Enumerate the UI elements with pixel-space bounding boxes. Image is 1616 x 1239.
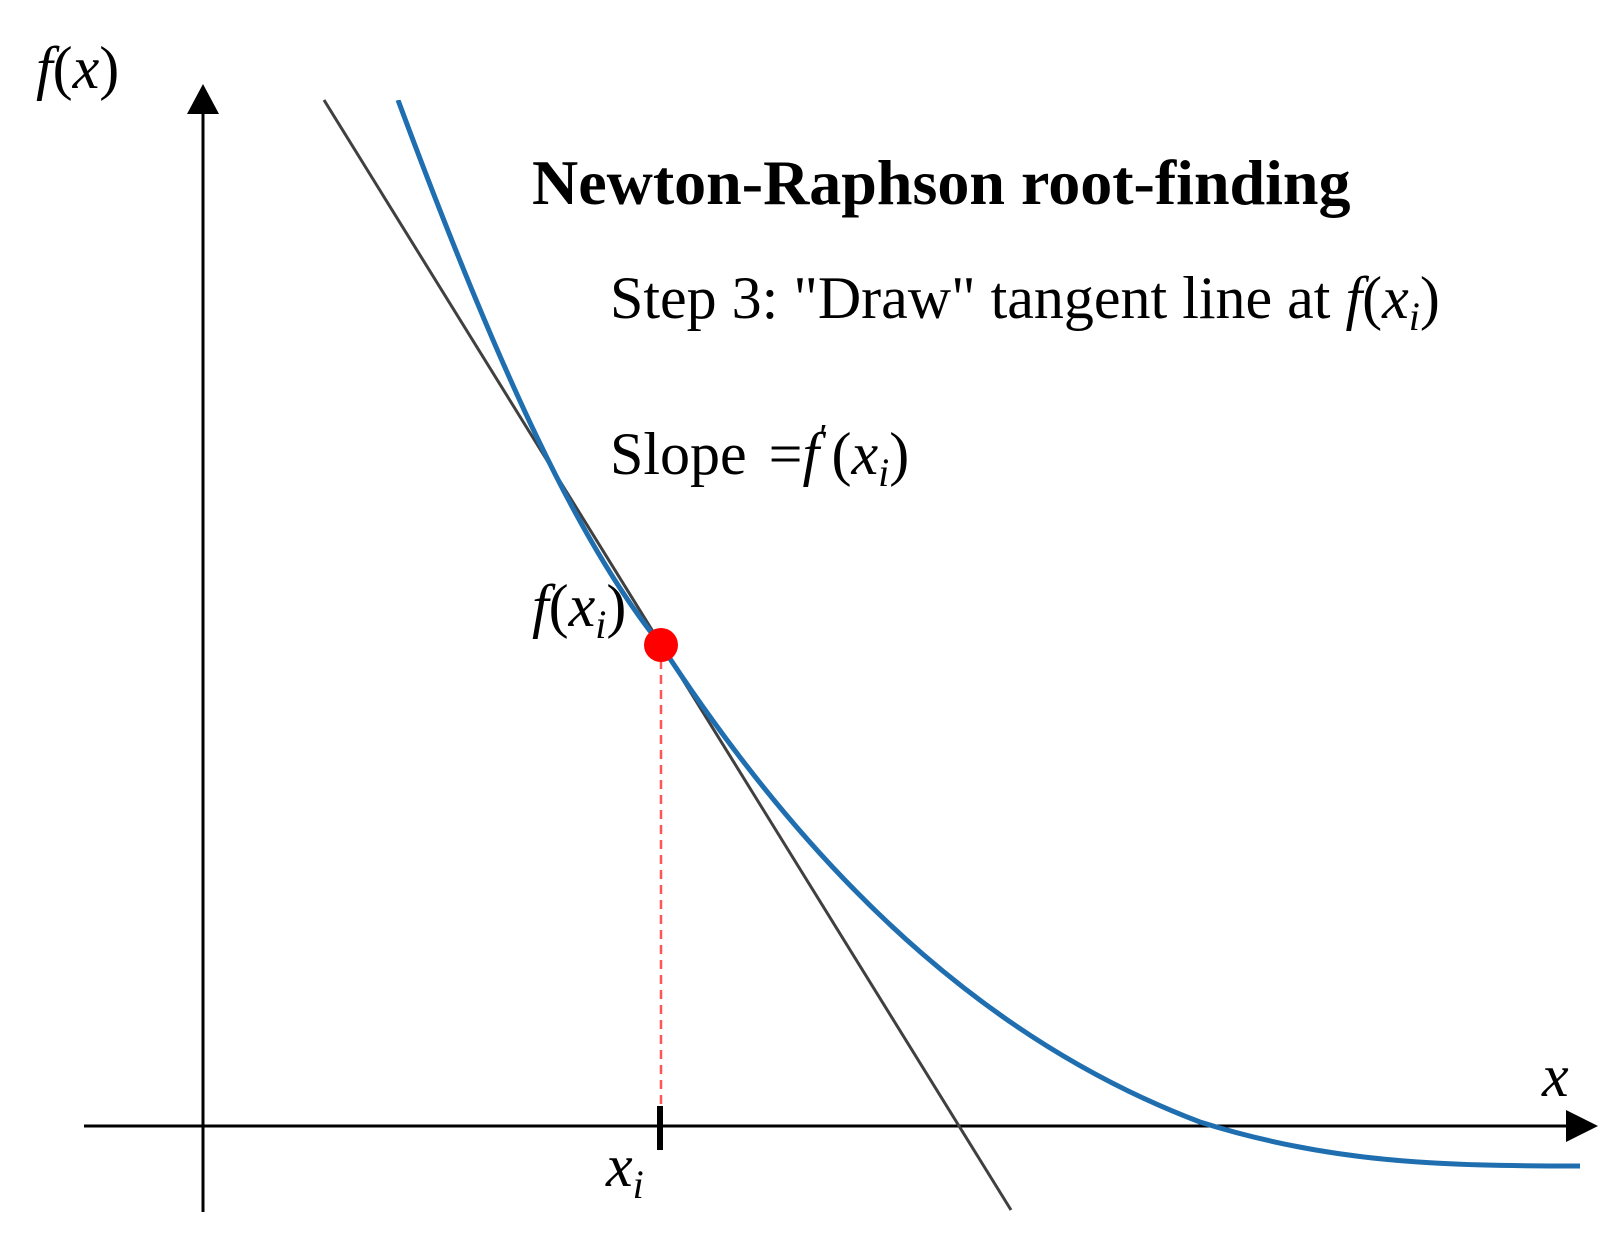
slope-open: ( (832, 421, 852, 487)
x-axis-arrowhead (1566, 1110, 1598, 1142)
diagram-title: Newton-Raphson root-finding (532, 147, 1351, 218)
slope-word: Slope (610, 421, 747, 487)
step-prefix: Step 3: "Draw" tangent line at (610, 265, 1345, 331)
y-axis-label: f(x) (36, 35, 119, 101)
tick-label-sub: i (633, 1162, 644, 1207)
y-label-open: ( (53, 35, 73, 101)
y-axis-arrowhead (187, 84, 219, 114)
point-label-close: ) (606, 573, 626, 639)
slope-sub: i (878, 450, 889, 495)
slope-prime: ′ (819, 417, 827, 459)
point-label-open: ( (549, 573, 569, 639)
point-fxi (644, 628, 678, 662)
slope-eq: = (769, 421, 803, 487)
tick-label-x: x (605, 1133, 633, 1199)
slope-close: ) (889, 421, 909, 487)
point-label-sub: i (595, 602, 606, 647)
function-curve (395, 100, 1581, 1169)
tick-label: xi (605, 1133, 644, 1207)
y-label-x: x (72, 35, 100, 101)
step-sub: i (1409, 294, 1420, 339)
y-label-close: ) (99, 35, 119, 101)
step-open: ( (1362, 265, 1382, 331)
step-text: Step 3: "Draw" tangent line at f(xi) (610, 265, 1440, 339)
x-axis-label: x (1541, 1043, 1569, 1109)
step-close: ) (1420, 265, 1440, 331)
point-label: f(xi) (532, 573, 626, 647)
step-x: x (1381, 265, 1409, 331)
slope-x: x (850, 421, 878, 487)
slope-text: Slope =f′(xi) (610, 417, 909, 495)
point-label-x: x (568, 573, 596, 639)
